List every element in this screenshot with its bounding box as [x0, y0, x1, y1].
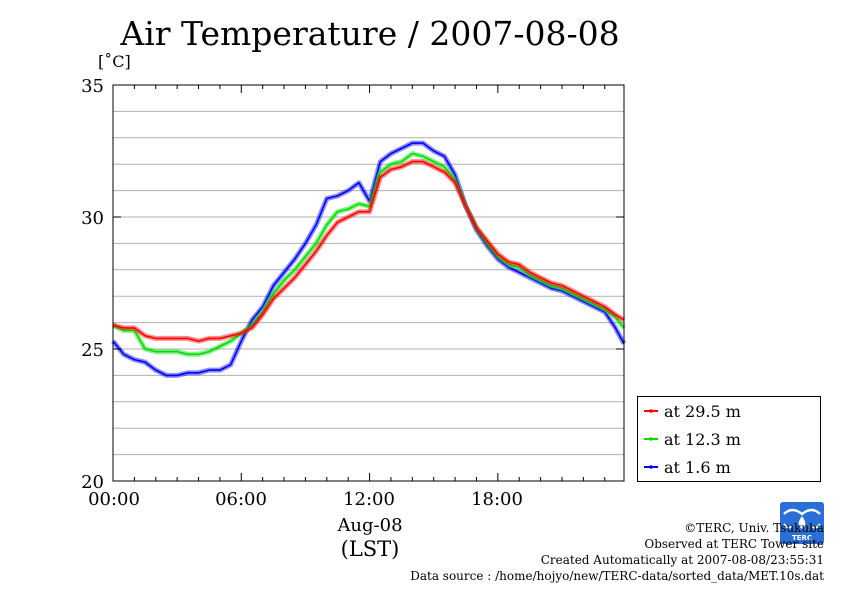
logo-text: TERC — [792, 534, 812, 542]
x-tick-label-12: 12:00 — [343, 489, 395, 510]
plot-frame — [112, 84, 625, 482]
legend-item-1-6m: at 1.6 m — [644, 456, 731, 478]
grid-lines — [113, 110, 624, 456]
legend-swatch-green — [644, 437, 658, 441]
series-band-0 — [112, 159, 626, 344]
legend-item-12-3m: at 12.3 m — [644, 428, 741, 450]
copyright-text: ©TERC, Univ. Tsukuba — [684, 521, 824, 535]
series-line-0 — [112, 160, 625, 342]
legend-swatch-red — [644, 409, 658, 413]
series-band-1 — [111, 151, 626, 357]
tick-marks — [112, 84, 624, 482]
legend-label: at 29.5 m — [664, 401, 741, 421]
chart-title: Air Temperature / 2007-08-08 — [120, 14, 620, 53]
x-date-label: Aug-08 — [337, 515, 403, 536]
x-axis-label: (LST) — [340, 537, 400, 561]
site-text: Observed at TERC Tower site — [644, 537, 824, 551]
legend-label: at 1.6 m — [664, 457, 731, 477]
series-line-1 — [112, 152, 625, 356]
y-tick-label-30: 30 — [81, 208, 104, 229]
terc-logo-icon: TERC — [780, 502, 824, 544]
x-tick-label-18: 18:00 — [471, 489, 523, 510]
y-axis-unit: [˚C] — [98, 52, 131, 71]
created-text: Created Automatically at 2007-08-08/23:5… — [540, 553, 824, 567]
series-line-2 — [112, 142, 625, 377]
data-source-text: Data source : /home/hojyo/new/TERC-data/… — [410, 569, 824, 583]
x-tick-label-00: 00:00 — [88, 489, 140, 510]
y-tick-label-20: 20 — [81, 472, 104, 493]
legend-label: at 12.3 m — [664, 429, 741, 449]
y-tick-label-35: 35 — [81, 76, 104, 97]
legend-swatch-blue — [644, 465, 658, 469]
series-layer — [111, 140, 627, 378]
credits-block: ©TERC, Univ. Tsukuba Observed at TERC To… — [410, 520, 824, 584]
legend-item-29-5m: at 29.5 m — [644, 400, 741, 422]
x-tick-label-06: 06:00 — [215, 489, 267, 510]
legend: at 29.5 m at 12.3 m at 1.6 m — [637, 396, 821, 482]
y-tick-label-25: 25 — [81, 340, 104, 361]
